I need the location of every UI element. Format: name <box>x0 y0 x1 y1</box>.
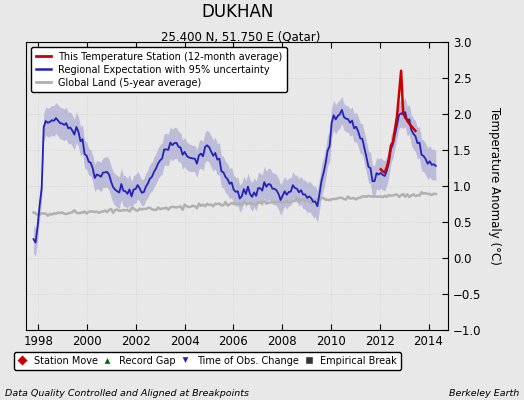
Text: Berkeley Earth: Berkeley Earth <box>449 389 519 398</box>
Y-axis label: Temperature Anomaly (°C): Temperature Anomaly (°C) <box>488 107 501 265</box>
Text: Data Quality Controlled and Aligned at Breakpoints: Data Quality Controlled and Aligned at B… <box>5 389 249 398</box>
Legend: Station Move, Record Gap, Time of Obs. Change, Empirical Break: Station Move, Record Gap, Time of Obs. C… <box>14 352 401 370</box>
Title: DUKHAN: DUKHAN <box>201 3 274 21</box>
Text: 25.400 N, 51.750 E (Qatar): 25.400 N, 51.750 E (Qatar) <box>161 30 321 43</box>
